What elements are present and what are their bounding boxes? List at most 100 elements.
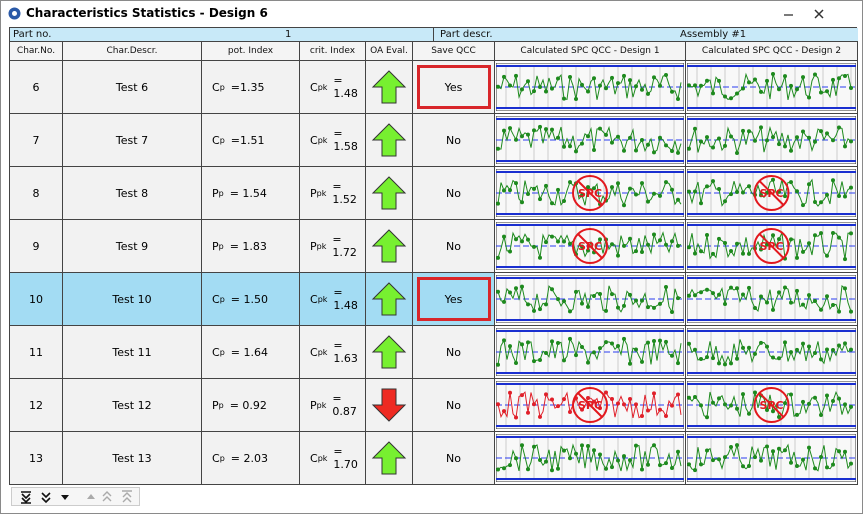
dot — [819, 90, 823, 95]
dot — [753, 138, 757, 143]
dot — [735, 190, 739, 195]
dot — [652, 338, 656, 343]
dot — [735, 241, 739, 246]
dot — [514, 237, 518, 242]
dot — [789, 237, 793, 242]
dot — [574, 451, 578, 456]
dot — [801, 302, 805, 307]
dot — [693, 468, 697, 473]
dot — [538, 84, 542, 89]
column-header: pot. Index — [202, 42, 300, 61]
dot — [711, 179, 715, 184]
dot — [717, 186, 721, 191]
dot — [831, 231, 835, 236]
dot — [616, 253, 620, 258]
pot-subscript: p — [219, 347, 225, 357]
dot — [580, 443, 584, 448]
save-qcc: No — [417, 383, 491, 427]
trace — [688, 339, 852, 366]
dot — [687, 146, 691, 151]
dot — [777, 142, 781, 147]
dot — [496, 467, 500, 472]
dot — [819, 357, 823, 362]
dot — [813, 298, 817, 303]
dot — [807, 445, 811, 450]
dot — [729, 134, 733, 139]
pot-symbol: C — [212, 292, 220, 306]
dot — [532, 244, 536, 249]
dot — [664, 284, 668, 289]
cell: 10 — [10, 273, 63, 326]
pot-value: = 0.92 — [229, 398, 267, 412]
qcc-value: No — [446, 133, 461, 147]
dot — [753, 351, 757, 356]
dot — [759, 458, 763, 463]
cell: Test 8 — [63, 167, 202, 220]
dot — [628, 361, 632, 366]
crit-symbol: P — [310, 239, 317, 253]
dot — [550, 339, 554, 344]
pot-subscript: p — [218, 188, 224, 198]
dot — [646, 305, 650, 310]
dot — [741, 392, 745, 397]
dot — [783, 285, 787, 290]
save-qcc: Yes — [416, 277, 491, 321]
dot — [837, 125, 841, 130]
cell: 7 — [10, 114, 63, 167]
dot — [741, 345, 745, 350]
dot — [538, 255, 542, 260]
dot — [687, 83, 691, 88]
cell — [686, 273, 858, 326]
table: Part no. 1 Part descr. Assembly #1 Char.No. C… — [9, 27, 858, 485]
dot — [646, 91, 650, 96]
cell: Test 11 — [63, 326, 202, 379]
dot — [652, 150, 656, 155]
dot — [843, 341, 847, 346]
dot — [819, 231, 823, 236]
dot — [837, 449, 841, 454]
dot — [532, 308, 536, 313]
qcc-value: No — [446, 239, 461, 253]
dot — [729, 403, 733, 408]
dot — [538, 357, 542, 362]
dot — [729, 445, 733, 450]
part-no: 1 — [285, 29, 292, 40]
column-header: Calculated SPC QCC - Design 2 — [686, 42, 858, 61]
dot — [568, 180, 572, 185]
dot — [508, 249, 512, 254]
cell: No — [413, 379, 495, 432]
dot — [514, 361, 518, 366]
char-no: 12 — [29, 398, 43, 412]
toolbar[interactable] — [11, 487, 141, 507]
dot — [496, 362, 500, 367]
dot — [544, 183, 548, 188]
dot — [640, 413, 644, 418]
save-qcc: Yes — [416, 65, 491, 109]
dot — [604, 390, 608, 395]
crit-subscript: pk — [317, 294, 328, 304]
cell: Test 13 — [63, 432, 202, 485]
dot — [717, 136, 721, 141]
dot — [813, 233, 817, 238]
dot — [616, 134, 620, 139]
dot — [765, 190, 769, 195]
pot-symbol: P — [212, 398, 219, 412]
cell: 11 — [10, 326, 63, 379]
pot-value: =1.35 — [230, 80, 265, 94]
pot-subscript: p — [219, 82, 225, 92]
cell: No — [413, 432, 495, 485]
dot — [520, 284, 524, 289]
dot — [616, 458, 620, 463]
dot — [568, 309, 572, 314]
dot — [616, 181, 620, 186]
dot — [508, 344, 512, 349]
cell — [366, 379, 413, 432]
dot — [544, 240, 548, 245]
crit-subscript: pk — [317, 135, 328, 145]
window-controls[interactable] — [781, 6, 851, 22]
dot — [717, 78, 721, 83]
